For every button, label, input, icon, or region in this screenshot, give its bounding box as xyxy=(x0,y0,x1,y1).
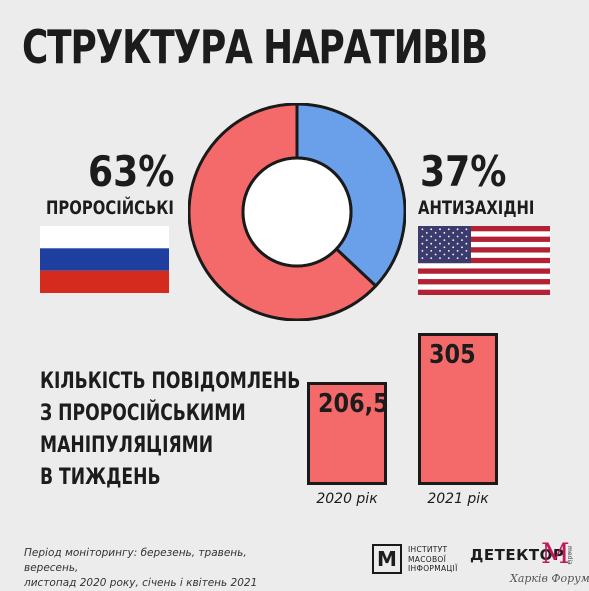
russia-flag-icon xyxy=(40,226,169,293)
imi-name-line: МАСОВОЇ xyxy=(408,554,447,564)
pro-russian-percent: 63% xyxy=(88,147,175,196)
imi-name-line: ІНФОРМАЦІЇ xyxy=(408,564,458,573)
bar-category-label: 2021 рік xyxy=(427,491,489,507)
donut-chart xyxy=(188,103,406,321)
detector-logo-text: ДЕТЕКТОР xyxy=(470,546,565,564)
imi-name-line: ІНСТИТУТ xyxy=(408,545,448,554)
monitoring-period: Період моніторингу: березень, травень, в… xyxy=(24,546,304,591)
usa-flag-icon xyxy=(418,226,550,295)
watermark: Харків Форум xyxy=(510,572,589,585)
imi-logo: М xyxy=(372,544,402,574)
bars-caption-line: МАНІПУЛЯЦІЯМИ xyxy=(40,433,214,458)
bar-2021: 305 xyxy=(418,333,498,485)
bars-caption-line: В ТИЖДЕНЬ xyxy=(40,465,161,490)
donut-svg xyxy=(188,103,406,321)
bars-caption: КІЛЬКІСТЬ ПОВІДОМЛЕНЬ З ПРОРОСІЙСЬКИМИ М… xyxy=(40,366,300,494)
imi-name: ІНСТИТУТ МАСОВОЇ ІНФОРМАЦІЇ xyxy=(408,545,458,574)
detector-logo-m: M xyxy=(541,537,570,570)
bar-value-label: 206,5 xyxy=(318,389,389,419)
bar-category-label: 2020 рік xyxy=(316,491,378,507)
detector-logo-media: media xyxy=(566,546,573,565)
page-title: СТРУКТУРА НАРАТИВІВ xyxy=(22,20,488,74)
anti-western-label: АНТИЗАХІДНІ xyxy=(418,197,535,219)
pro-russian-label: ПРОРОСІЙСЬКІ xyxy=(46,197,174,219)
bars-caption-line: З ПРОРОСІЙСЬКИМИ xyxy=(40,401,246,426)
bar-value-label: 305 xyxy=(429,340,476,370)
bar-2020: 206,5 xyxy=(307,382,389,485)
period-line-1: Період моніторингу: березень, травень, в… xyxy=(24,547,247,574)
bars-caption-line: КІЛЬКІСТЬ ПОВІДОМЛЕНЬ xyxy=(40,369,301,394)
period-line-2: листопад 2020 року, січень і квітень 202… xyxy=(24,577,258,589)
anti-western-percent: 37% xyxy=(420,147,507,196)
donut-hole xyxy=(241,156,353,268)
